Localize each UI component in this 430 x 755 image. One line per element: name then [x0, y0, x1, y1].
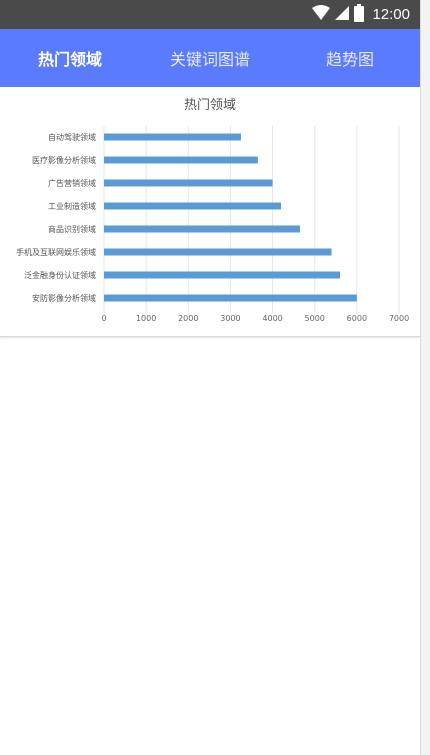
tab-bar: 热门领域 关键词图谱 趋势图: [0, 29, 420, 87]
x-tick-label-0: 0: [101, 314, 106, 323]
category-label-0: 安防影像分析领域: [32, 293, 96, 303]
x-tick-label-5: 5000: [305, 314, 325, 323]
x-tick-label-4: 4000: [262, 314, 282, 323]
scroll-edge: [420, 0, 430, 755]
status-bar: 12:00: [0, 0, 420, 29]
bar-1: [104, 271, 340, 279]
category-label-5: 广告营销领域: [48, 178, 96, 188]
bar-0: [104, 294, 357, 302]
x-tick-label-2: 2000: [178, 314, 198, 323]
category-label-7: 自动驾驶领域: [48, 132, 96, 142]
chart-title: 热门领域: [184, 98, 236, 113]
tab-trend-chart[interactable]: 趋势图: [325, 50, 374, 69]
wifi-icon: [312, 5, 331, 25]
status-icons: 12:00: [312, 4, 410, 26]
tab-keyword-graph[interactable]: 关键词图谱: [169, 50, 250, 69]
category-label-2: 手机及互联网娱乐领域: [16, 247, 96, 257]
x-tick-label-3: 3000: [220, 314, 240, 323]
x-tick-label-6: 6000: [347, 314, 367, 323]
bar-7: [104, 133, 241, 141]
category-label-4: 工业制造领域: [48, 201, 96, 211]
battery-icon: [354, 4, 365, 26]
x-tick-label-7: 7000: [389, 314, 409, 323]
chart-card: 热门领域安防影像分析领域 泛金融身份认证领域 手机及互联网娱乐领域 商品识别领域 工业制…: [0, 88, 420, 337]
bar-5: [104, 179, 273, 187]
status-time: 12:00: [372, 6, 410, 23]
category-label-3: 商品识别领域: [48, 224, 96, 234]
bar-6: [104, 156, 258, 164]
signal-icon: [334, 5, 350, 25]
bar-3: [104, 225, 300, 233]
bar-2: [104, 248, 332, 256]
tab-hot-fields[interactable]: 热门领域: [37, 50, 102, 69]
category-label-6: 医疗影像分析领域: [32, 155, 96, 165]
x-tick-label-1: 1000: [136, 314, 156, 323]
category-label-1: 泛金融身份认证领域: [24, 270, 96, 280]
bar-4: [104, 202, 281, 210]
